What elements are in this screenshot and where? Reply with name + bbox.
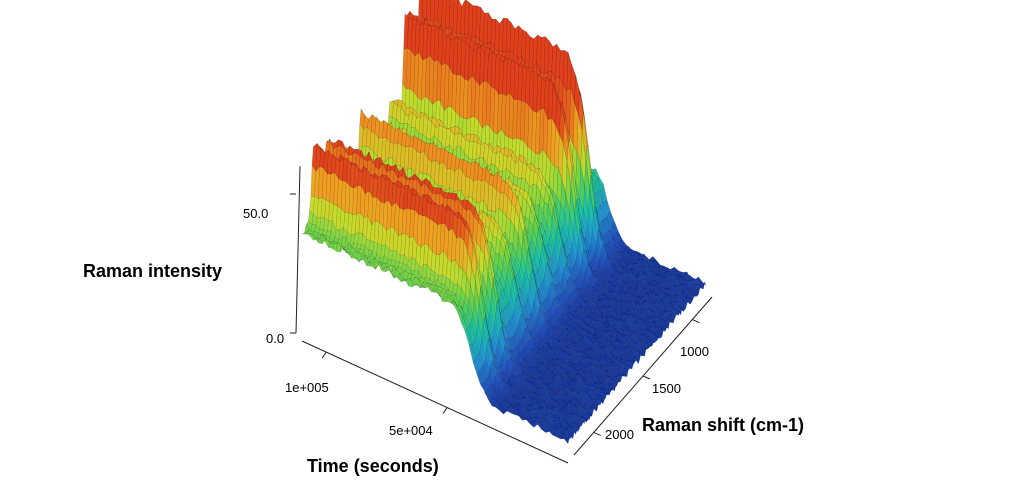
surface-layer: [301, 0, 707, 444]
